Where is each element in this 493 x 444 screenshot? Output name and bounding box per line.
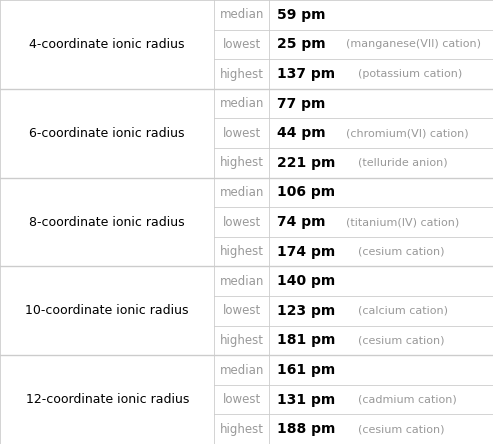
Text: (titanium(IV) cation): (titanium(IV) cation) (346, 217, 459, 227)
Text: (cesium cation): (cesium cation) (358, 424, 445, 434)
Text: median: median (219, 186, 264, 199)
Text: highest: highest (219, 245, 264, 258)
Text: lowest: lowest (222, 393, 261, 406)
Text: 181 pm: 181 pm (277, 333, 335, 347)
Text: 137 pm: 137 pm (277, 67, 335, 81)
Text: 123 pm: 123 pm (277, 304, 335, 318)
Text: (cadmium cation): (cadmium cation) (358, 395, 457, 404)
Text: lowest: lowest (222, 304, 261, 317)
Text: median: median (219, 364, 264, 377)
Text: median: median (219, 275, 264, 288)
Text: lowest: lowest (222, 38, 261, 51)
Text: median: median (219, 97, 264, 110)
Text: (chromium(VI) cation): (chromium(VI) cation) (346, 128, 468, 138)
Text: 221 pm: 221 pm (277, 156, 335, 170)
Text: 12-coordinate ionic radius: 12-coordinate ionic radius (26, 393, 189, 406)
Text: (potassium cation): (potassium cation) (358, 69, 462, 79)
Text: lowest: lowest (222, 127, 261, 140)
Text: 25 pm: 25 pm (277, 37, 325, 52)
Text: median: median (219, 8, 264, 21)
Text: (telluride anion): (telluride anion) (358, 158, 448, 168)
Text: 59 pm: 59 pm (277, 8, 325, 22)
Text: 6-coordinate ionic radius: 6-coordinate ionic radius (30, 127, 185, 140)
Text: lowest: lowest (222, 215, 261, 229)
Text: highest: highest (219, 67, 264, 80)
Text: 131 pm: 131 pm (277, 392, 335, 407)
Text: 188 pm: 188 pm (277, 422, 335, 436)
Text: 161 pm: 161 pm (277, 363, 335, 377)
Text: 74 pm: 74 pm (277, 215, 325, 229)
Text: (calcium cation): (calcium cation) (358, 306, 448, 316)
Text: 106 pm: 106 pm (277, 186, 335, 199)
Text: 4-coordinate ionic radius: 4-coordinate ionic radius (30, 38, 185, 51)
Text: 10-coordinate ionic radius: 10-coordinate ionic radius (26, 304, 189, 317)
Text: 77 pm: 77 pm (277, 97, 325, 111)
Text: (cesium cation): (cesium cation) (358, 246, 445, 257)
Text: highest: highest (219, 423, 264, 436)
Text: 140 pm: 140 pm (277, 274, 335, 288)
Text: highest: highest (219, 156, 264, 169)
Text: highest: highest (219, 334, 264, 347)
Text: (manganese(VII) cation): (manganese(VII) cation) (346, 40, 481, 49)
Text: 8-coordinate ionic radius: 8-coordinate ionic radius (30, 215, 185, 229)
Text: 174 pm: 174 pm (277, 245, 335, 258)
Text: 44 pm: 44 pm (277, 126, 325, 140)
Text: (cesium cation): (cesium cation) (358, 335, 445, 345)
